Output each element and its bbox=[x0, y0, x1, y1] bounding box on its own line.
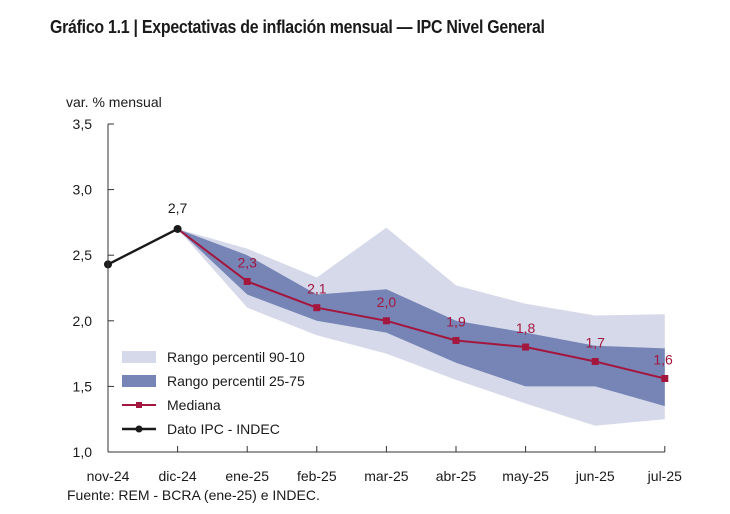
legend-swatch-band-dark bbox=[122, 375, 156, 387]
y-tick-label: 1,0 bbox=[73, 444, 93, 460]
chart-title: Gráfico 1.1 | Expectativas de inflación … bbox=[50, 16, 545, 37]
y-tick-label: 2,5 bbox=[73, 247, 93, 263]
x-tick-label: abr-25 bbox=[436, 468, 477, 484]
median-line bbox=[176, 228, 666, 380]
median-point bbox=[243, 277, 251, 285]
median-data-label: 2,1 bbox=[307, 281, 327, 297]
x-tick-label: nov-24 bbox=[87, 468, 130, 484]
ipc-data-label: 2,7 bbox=[168, 200, 188, 216]
y-axis-label: var. % mensual bbox=[66, 94, 162, 110]
median-data-label: 1,7 bbox=[585, 334, 605, 350]
legend-ipc-marker bbox=[135, 425, 143, 433]
axes-layer: 1,0 1,5 2,0 2,5 3,0 3,5 nov-24 dic-24 ene-25 feb-… bbox=[73, 116, 683, 484]
median-point bbox=[591, 357, 599, 365]
legend-label: Mediana bbox=[167, 397, 221, 413]
y-tick-label: 3,0 bbox=[73, 182, 93, 198]
legend-swatch-band-light bbox=[122, 351, 156, 363]
ipc-line bbox=[107, 227, 179, 266]
lines-layer bbox=[104, 224, 669, 383]
x-tick-label: jul-25 bbox=[647, 468, 682, 484]
median-data-label: 1,9 bbox=[446, 313, 466, 329]
median-point bbox=[452, 336, 460, 344]
band-25-75 bbox=[177, 228, 665, 407]
y-tick-label: 1,5 bbox=[73, 378, 93, 394]
legend-median-marker bbox=[136, 402, 142, 408]
x-tick-label: feb-25 bbox=[297, 468, 337, 484]
data-labels-layer: 2,3 2,1 2,0 1,9 1,8 1,7 1,6 2,7 bbox=[168, 200, 673, 368]
x-tick-label: mar-25 bbox=[364, 468, 409, 484]
median-point bbox=[382, 317, 390, 325]
median-data-label: 1,8 bbox=[516, 320, 536, 336]
source-note: Fuente: REM - BCRA (ene-25) e INDEC. bbox=[67, 487, 320, 503]
x-tick-label: may-25 bbox=[502, 468, 549, 484]
legend-label: Rango percentil 25-75 bbox=[167, 373, 305, 389]
bands-layer bbox=[177, 227, 665, 426]
legend-label: Rango percentil 90-10 bbox=[167, 349, 305, 365]
median-point bbox=[522, 343, 530, 351]
legend: Rango percentil 90-10 Rango percentil 25-… bbox=[122, 349, 305, 437]
median-data-label: 2,3 bbox=[237, 254, 257, 270]
median-data-label: 1,6 bbox=[653, 352, 673, 368]
legend-label: Dato IPC - INDEC bbox=[167, 421, 280, 437]
x-tick-label: jun-25 bbox=[575, 468, 615, 484]
median-point bbox=[313, 304, 321, 312]
y-tick-label: 2,0 bbox=[73, 313, 93, 329]
ipc-point bbox=[173, 224, 182, 233]
x-tick-label: ene-25 bbox=[225, 468, 269, 484]
y-tick-label: 3,5 bbox=[73, 116, 93, 132]
x-tick-label: dic-24 bbox=[159, 468, 197, 484]
median-point bbox=[661, 375, 669, 383]
median-data-label: 2,0 bbox=[377, 294, 397, 310]
